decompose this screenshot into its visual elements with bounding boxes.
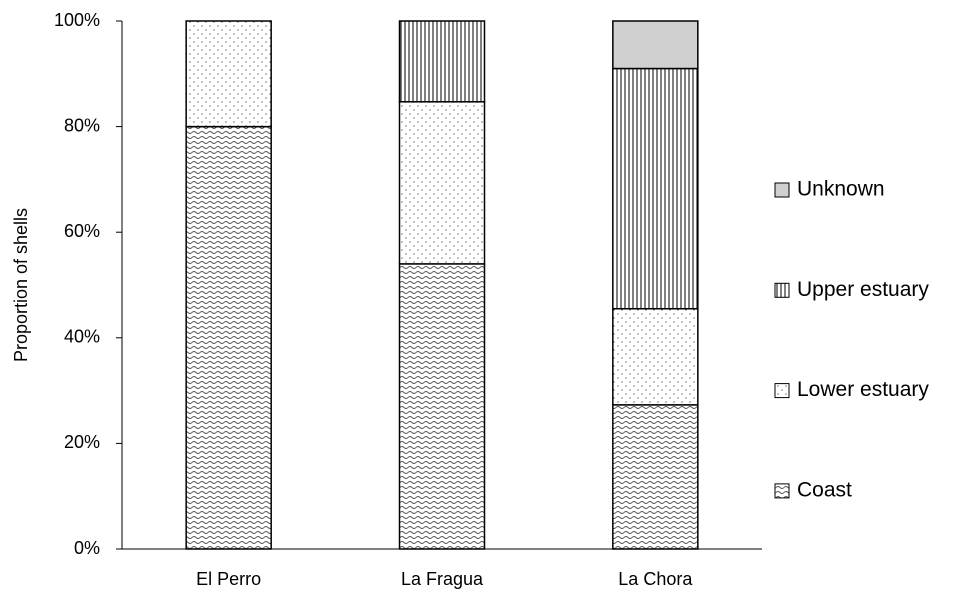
bar-segment: [398, 263, 486, 550]
bar-segment: [612, 20, 699, 70]
bar-segment: [398, 101, 486, 265]
y-axis-title: Proportion of shells: [11, 208, 31, 362]
x-tick-label: La Chora: [618, 569, 693, 589]
y-tick-label: 100%: [54, 10, 100, 30]
bar-segment: [398, 20, 486, 103]
x-tick-label: La Fragua: [401, 569, 484, 589]
legend-swatch: [774, 383, 790, 399]
legend-label: Lower estuary: [797, 378, 929, 401]
y-tick-label: 60%: [64, 221, 100, 241]
y-tick-label: 80%: [64, 115, 100, 135]
y-tick-label: 20%: [64, 432, 100, 452]
x-tick-label: El Perro: [196, 569, 261, 589]
legend-swatch: [774, 282, 790, 298]
legend-label: Coast: [797, 478, 852, 501]
bar-segment: [185, 20, 272, 128]
bar-segment: [612, 67, 699, 310]
bar-segment: [185, 125, 272, 550]
legend-swatch: [774, 182, 790, 198]
legend-swatch: [774, 483, 790, 499]
bar-segment: [612, 308, 699, 406]
y-tick-label: 40%: [64, 327, 100, 347]
bar-segment: [612, 404, 699, 550]
y-tick-label: 0%: [74, 538, 100, 558]
legend-label: Upper estuary: [797, 278, 929, 301]
legend-label: Unknown: [797, 178, 885, 201]
